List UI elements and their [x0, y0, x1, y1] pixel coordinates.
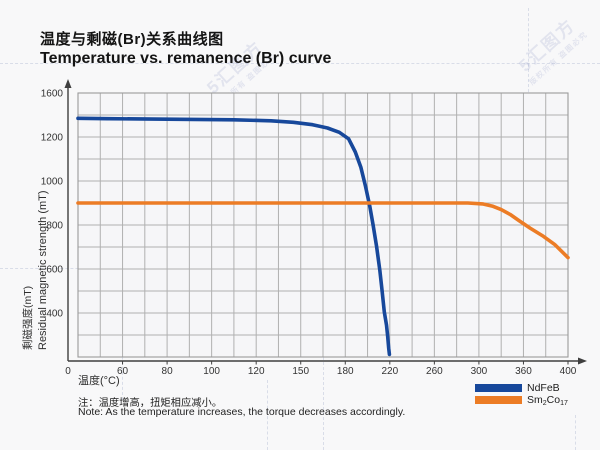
x-tick-label: 120	[248, 366, 265, 377]
x-tick-label: 360	[515, 366, 532, 377]
legend-swatch-sm2co17	[475, 396, 522, 404]
x-axis-title: 温度(°C)	[78, 375, 120, 387]
legend-label-ndfeb: NdFeB	[527, 382, 560, 394]
curve-NdFeB	[76, 116, 392, 357]
curve-Sm2Co17	[76, 201, 570, 260]
x-tick-label: 300	[471, 366, 488, 377]
legend-label-sm2co17: Sm2Co17	[527, 394, 568, 407]
legend-swatch-ndfeb	[475, 384, 522, 392]
guide-line	[528, 8, 529, 158]
y-tick-label: 1200	[41, 133, 64, 144]
x-tick-label: 80	[162, 366, 174, 377]
page-title-zh: 温度与剩磁(Br)关系曲线图	[40, 31, 224, 48]
y-axis-title-zh: 剩磁强度(mT)	[22, 285, 34, 350]
page-title-en: Temperature vs. remanence (Br) curve	[40, 50, 332, 67]
guide-line	[323, 342, 324, 450]
x-tick-label: 400	[560, 366, 577, 377]
y-tick-label: 400	[46, 309, 63, 320]
x-axis-arrow	[578, 357, 587, 365]
x-tick-label: 0	[65, 366, 71, 377]
y-tick-label: 600	[46, 265, 63, 276]
note-line-zh: 注：温度增高，扭矩相应减小。	[78, 398, 223, 409]
x-tick-label: 220	[381, 366, 398, 377]
y-tick-label: 1000	[41, 177, 64, 188]
guide-line	[267, 380, 268, 450]
y-tick-label: 800	[46, 221, 63, 232]
note-line-en: Note: As the temperature increases, the …	[78, 406, 406, 418]
y-axis-arrow	[64, 79, 72, 88]
y-axis-title-en: Residual magnetic strength (mT)	[37, 190, 49, 350]
x-tick-label: 260	[426, 366, 443, 377]
x-tick-label: 180	[337, 366, 354, 377]
x-tick-label: 150	[292, 366, 309, 377]
guide-line	[0, 63, 600, 64]
x-tick-label: 60	[117, 366, 129, 377]
x-tick-label: 100	[203, 366, 220, 377]
guide-line	[575, 415, 576, 450]
plot-border	[77, 92, 569, 358]
y-tick-label: 1600	[41, 89, 64, 100]
